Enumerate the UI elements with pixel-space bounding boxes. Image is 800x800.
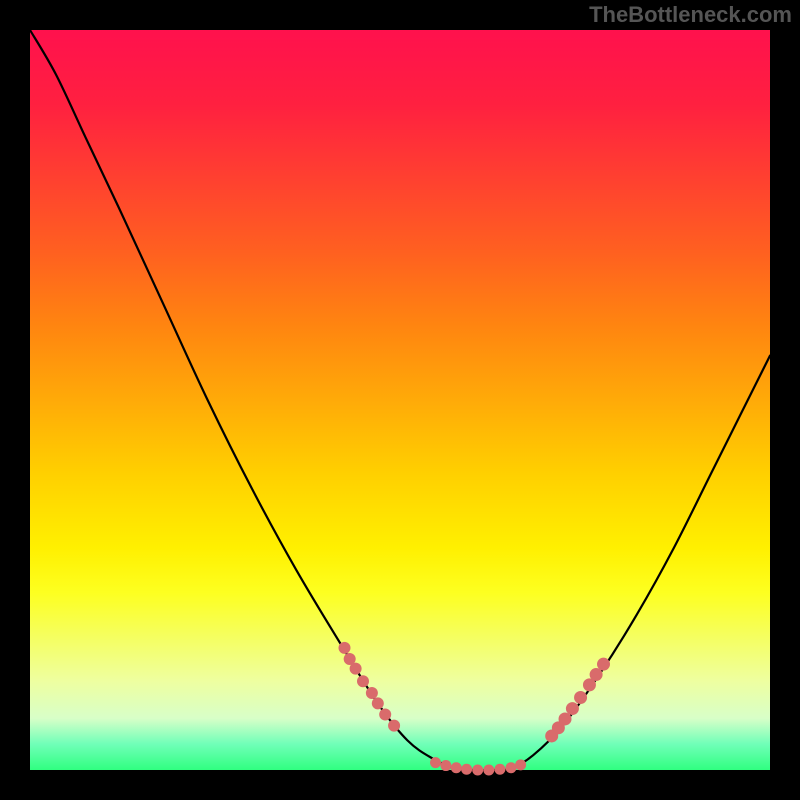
plot-background: [30, 30, 770, 770]
data-marker: [366, 687, 378, 699]
data-marker: [472, 765, 483, 776]
data-marker: [451, 762, 462, 773]
data-marker: [379, 709, 391, 721]
data-marker: [388, 720, 400, 732]
data-marker: [566, 702, 579, 715]
data-marker: [440, 760, 451, 771]
data-marker: [339, 642, 351, 654]
data-marker: [506, 762, 517, 773]
chart-container: TheBottleneck.com: [0, 0, 800, 800]
data-marker: [494, 764, 505, 775]
data-marker: [574, 691, 587, 704]
data-marker: [597, 658, 610, 671]
data-marker: [461, 764, 472, 775]
chart-svg: [0, 0, 800, 800]
data-marker: [372, 697, 384, 709]
data-marker: [357, 675, 369, 687]
data-marker: [350, 663, 362, 675]
data-marker: [483, 765, 494, 776]
watermark-text: TheBottleneck.com: [589, 2, 792, 28]
data-marker: [515, 759, 526, 770]
data-marker: [430, 757, 441, 768]
